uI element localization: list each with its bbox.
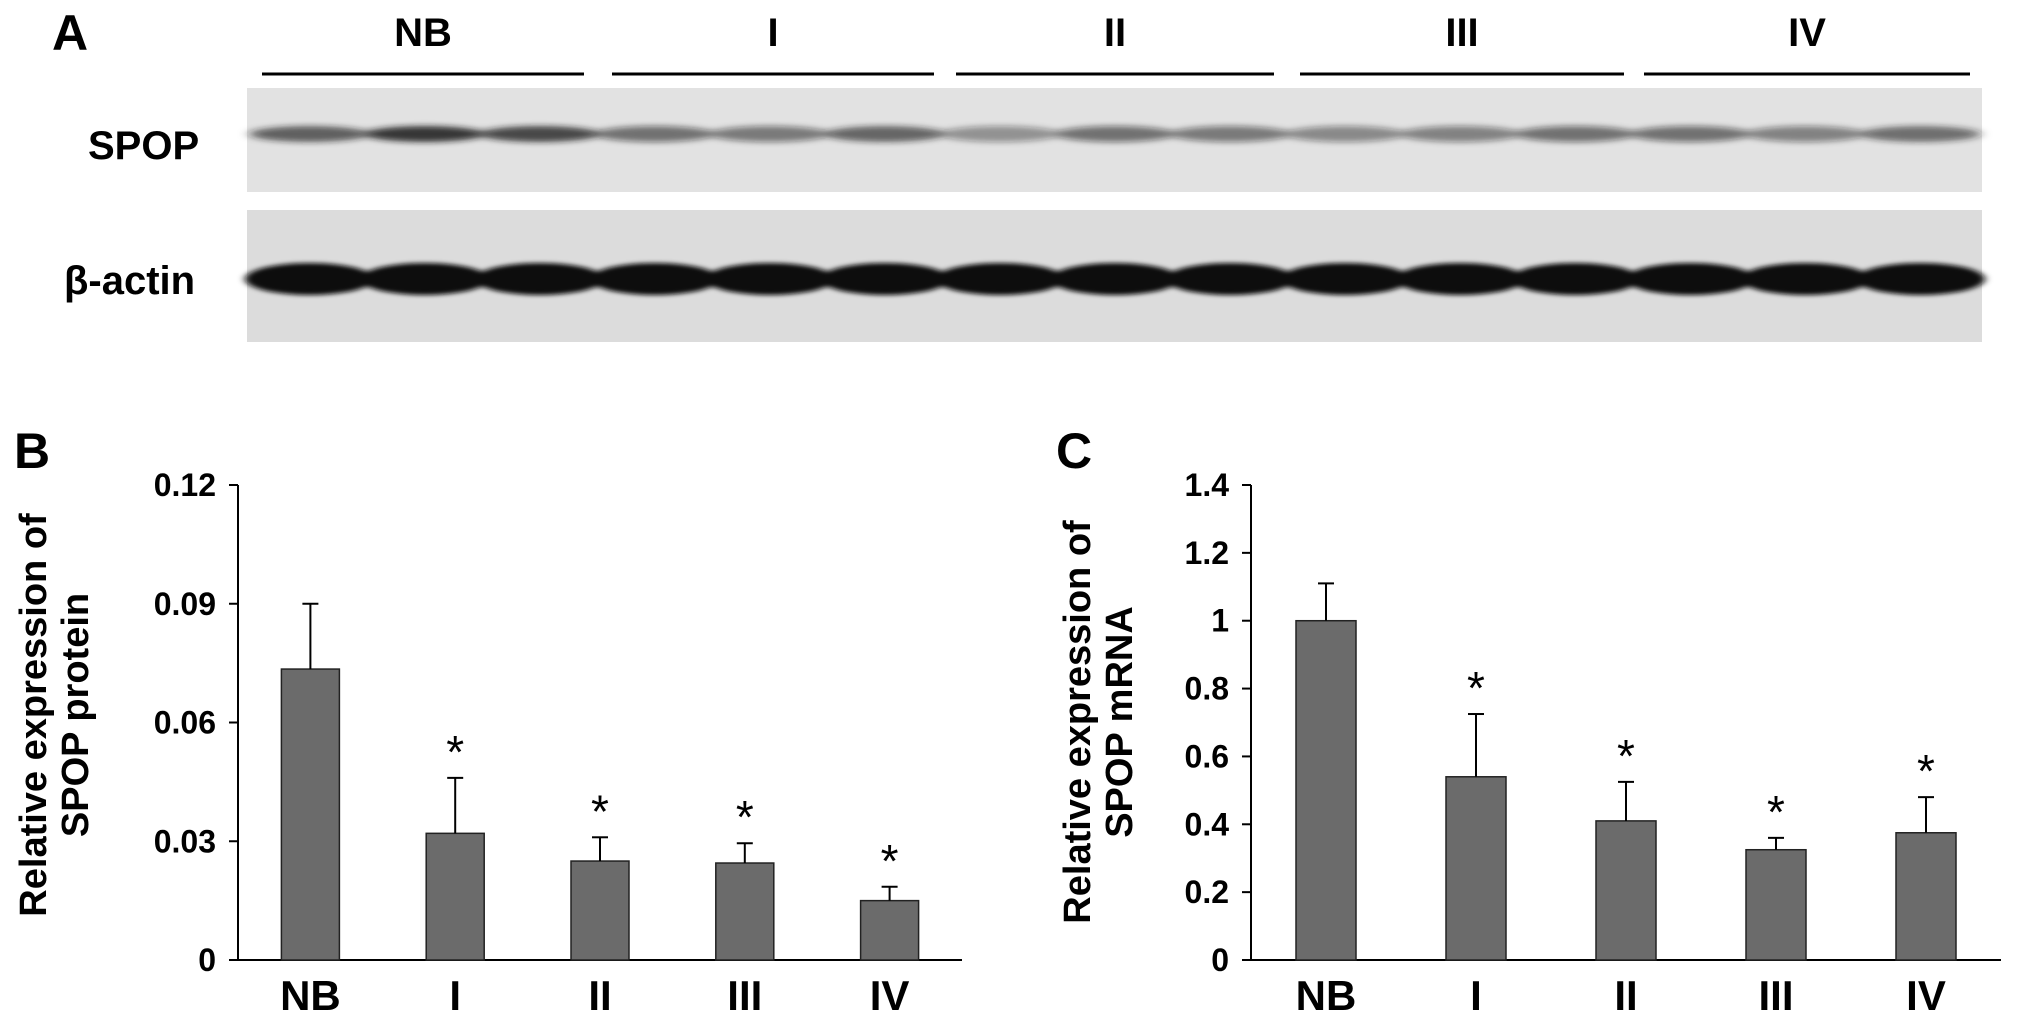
bar — [715, 862, 775, 961]
x-category-label: II — [588, 972, 611, 1019]
significance-mark: * — [446, 726, 464, 778]
actin-band — [820, 263, 950, 295]
y-tick-label: 0.2 — [1185, 874, 1229, 910]
actin-band — [1050, 263, 1180, 295]
panel-c-ylabel-line1: Relative expression of — [1057, 520, 1099, 924]
bar — [1895, 832, 1957, 961]
spop-band — [1860, 126, 1981, 142]
lane-group-label: IV — [1788, 11, 1826, 55]
spop-band — [594, 126, 715, 142]
significance-mark: * — [881, 835, 899, 887]
bar — [859, 899, 920, 961]
x-category-label: III — [1758, 972, 1793, 1019]
panel-c-letter: C — [1056, 423, 1092, 479]
x-category-label: IV — [1906, 972, 1946, 1019]
bar — [1745, 848, 1807, 961]
spop-band — [1630, 126, 1751, 142]
bar — [425, 832, 485, 961]
actin-band — [360, 263, 490, 295]
spop-band — [825, 126, 945, 142]
spop-band — [1515, 126, 1636, 142]
significance-mark: * — [1767, 786, 1785, 838]
actin-band — [1280, 263, 1410, 295]
y-tick-label: 0.06 — [154, 705, 216, 741]
y-tick-label: 1.2 — [1185, 535, 1229, 571]
y-tick-label: 0 — [1211, 942, 1229, 978]
lane-group-label: II — [1104, 11, 1126, 55]
bar — [1445, 776, 1507, 961]
spop-band — [1055, 126, 1175, 142]
significance-mark: * — [591, 785, 609, 837]
y-tick-label: 0.12 — [154, 467, 216, 503]
chart-b: 0 0.03 0.06 0.09 0.12 NB * I * II * III * IV — [154, 467, 962, 1019]
spop-band — [479, 126, 600, 142]
x-category-label: I — [449, 972, 461, 1019]
spop-band — [1170, 126, 1290, 142]
actin-band — [935, 263, 1065, 295]
bar — [1595, 820, 1657, 961]
lane-group-label: III — [1445, 11, 1478, 55]
x-category-label: II — [1614, 972, 1637, 1019]
y-tick-label: 0 — [198, 942, 216, 978]
actin-band — [475, 263, 605, 295]
chart-c: 0 0.2 0.4 0.6 0.8 1 1.2 1.4 NB * I * II * III * IV — [1185, 467, 2001, 1019]
lane-group-label: NB — [394, 11, 452, 55]
actin-band — [1625, 263, 1755, 295]
band-label-actin: β-actin — [64, 259, 195, 303]
significance-mark: * — [1617, 730, 1635, 782]
spop-bands — [249, 126, 1981, 142]
lane-group-label: I — [767, 11, 778, 55]
x-category-label: I — [1470, 972, 1482, 1019]
y-tick-label: 1.4 — [1185, 467, 1230, 503]
panel-b-ylabel-line1: Relative expression of — [13, 513, 55, 917]
actin-band — [1395, 263, 1525, 295]
bar — [1295, 619, 1357, 961]
panel-b: B Relative expression of SPOP protein 00… — [13, 423, 962, 1019]
y-tick-label: 0.6 — [1185, 738, 1229, 774]
lane-group-headers: NB I II III IV — [262, 11, 1970, 76]
panel-a: A NB I II III IV SPOP β-actin — [52, 5, 1985, 342]
x-category-label: III — [727, 972, 762, 1019]
y-tick-label: 0.8 — [1185, 671, 1229, 707]
spop-band — [1400, 126, 1521, 142]
actin-band — [590, 263, 720, 295]
spop-band — [709, 126, 830, 142]
significance-mark: * — [1467, 662, 1485, 714]
y-tick-label: 1 — [1211, 603, 1229, 639]
x-category-label: NB — [1296, 972, 1357, 1019]
bar — [280, 668, 341, 961]
significance-mark: * — [736, 791, 754, 843]
spop-band — [249, 126, 370, 142]
actin-band — [1740, 263, 1870, 295]
y-tick-label: 0.09 — [154, 586, 216, 622]
actin-band — [1510, 263, 1640, 295]
significance-mark: * — [1917, 745, 1935, 797]
actin-band — [1165, 263, 1295, 295]
panel-c-ylabel-line2: SPOP mRNA — [1099, 606, 1141, 838]
actin-band — [1856, 263, 1985, 295]
bar — [570, 860, 630, 961]
band-label-spop: SPOP — [88, 124, 199, 168]
panel-a-letter: A — [52, 5, 88, 61]
actin-bands — [245, 263, 1985, 295]
spop-band — [364, 126, 485, 142]
panel-b-ylabel-line2: SPOP protein — [55, 593, 97, 837]
actin-band — [705, 263, 835, 295]
spop-band — [1745, 126, 1866, 142]
x-category-label: NB — [280, 972, 341, 1019]
y-tick-label: 0.4 — [1185, 806, 1230, 842]
x-category-label: IV — [870, 972, 910, 1019]
panel-c: C Relative expression of SPOP mRNA 00.20… — [1056, 423, 2001, 1019]
spop-band — [1285, 126, 1405, 142]
panel-b-letter: B — [14, 423, 50, 479]
actin-band — [245, 263, 374, 295]
blot-spop: SPOP — [88, 88, 1982, 192]
y-tick-label: 0.03 — [154, 823, 216, 859]
blot-actin: β-actin — [64, 210, 1985, 342]
spop-band — [940, 126, 1060, 142]
